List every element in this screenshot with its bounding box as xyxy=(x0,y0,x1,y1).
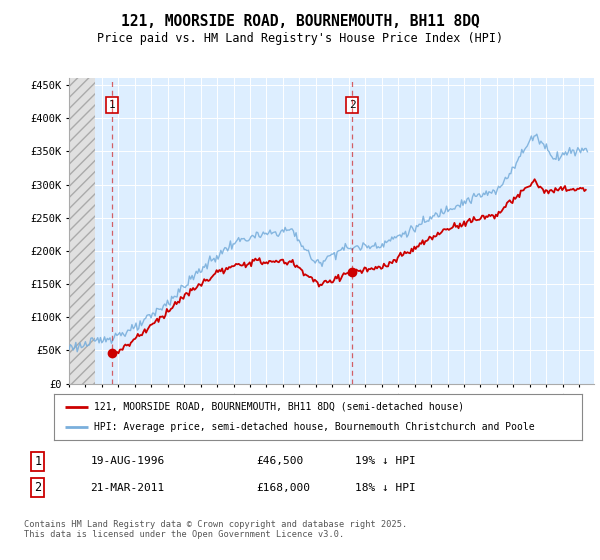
Bar xyxy=(69,78,95,384)
Text: 19% ↓ HPI: 19% ↓ HPI xyxy=(355,456,416,466)
Text: HPI: Average price, semi-detached house, Bournemouth Christchurch and Poole: HPI: Average price, semi-detached house,… xyxy=(94,422,534,432)
Text: 18% ↓ HPI: 18% ↓ HPI xyxy=(355,483,416,493)
Text: 121, MOORSIDE ROAD, BOURNEMOUTH, BH11 8DQ: 121, MOORSIDE ROAD, BOURNEMOUTH, BH11 8D… xyxy=(121,14,479,29)
Text: Contains HM Land Registry data © Crown copyright and database right 2025.
This d: Contains HM Land Registry data © Crown c… xyxy=(24,520,407,539)
Text: 121, MOORSIDE ROAD, BOURNEMOUTH, BH11 8DQ (semi-detached house): 121, MOORSIDE ROAD, BOURNEMOUTH, BH11 8D… xyxy=(94,402,464,412)
Text: Price paid vs. HM Land Registry's House Price Index (HPI): Price paid vs. HM Land Registry's House … xyxy=(97,32,503,45)
Text: 19-AUG-1996: 19-AUG-1996 xyxy=(90,456,164,466)
Text: 1: 1 xyxy=(109,100,116,110)
Text: 1: 1 xyxy=(34,455,41,468)
Text: 2: 2 xyxy=(34,481,41,494)
Text: £46,500: £46,500 xyxy=(256,456,303,466)
Text: 21-MAR-2011: 21-MAR-2011 xyxy=(90,483,164,493)
Text: 2: 2 xyxy=(349,100,356,110)
Text: £168,000: £168,000 xyxy=(256,483,310,493)
